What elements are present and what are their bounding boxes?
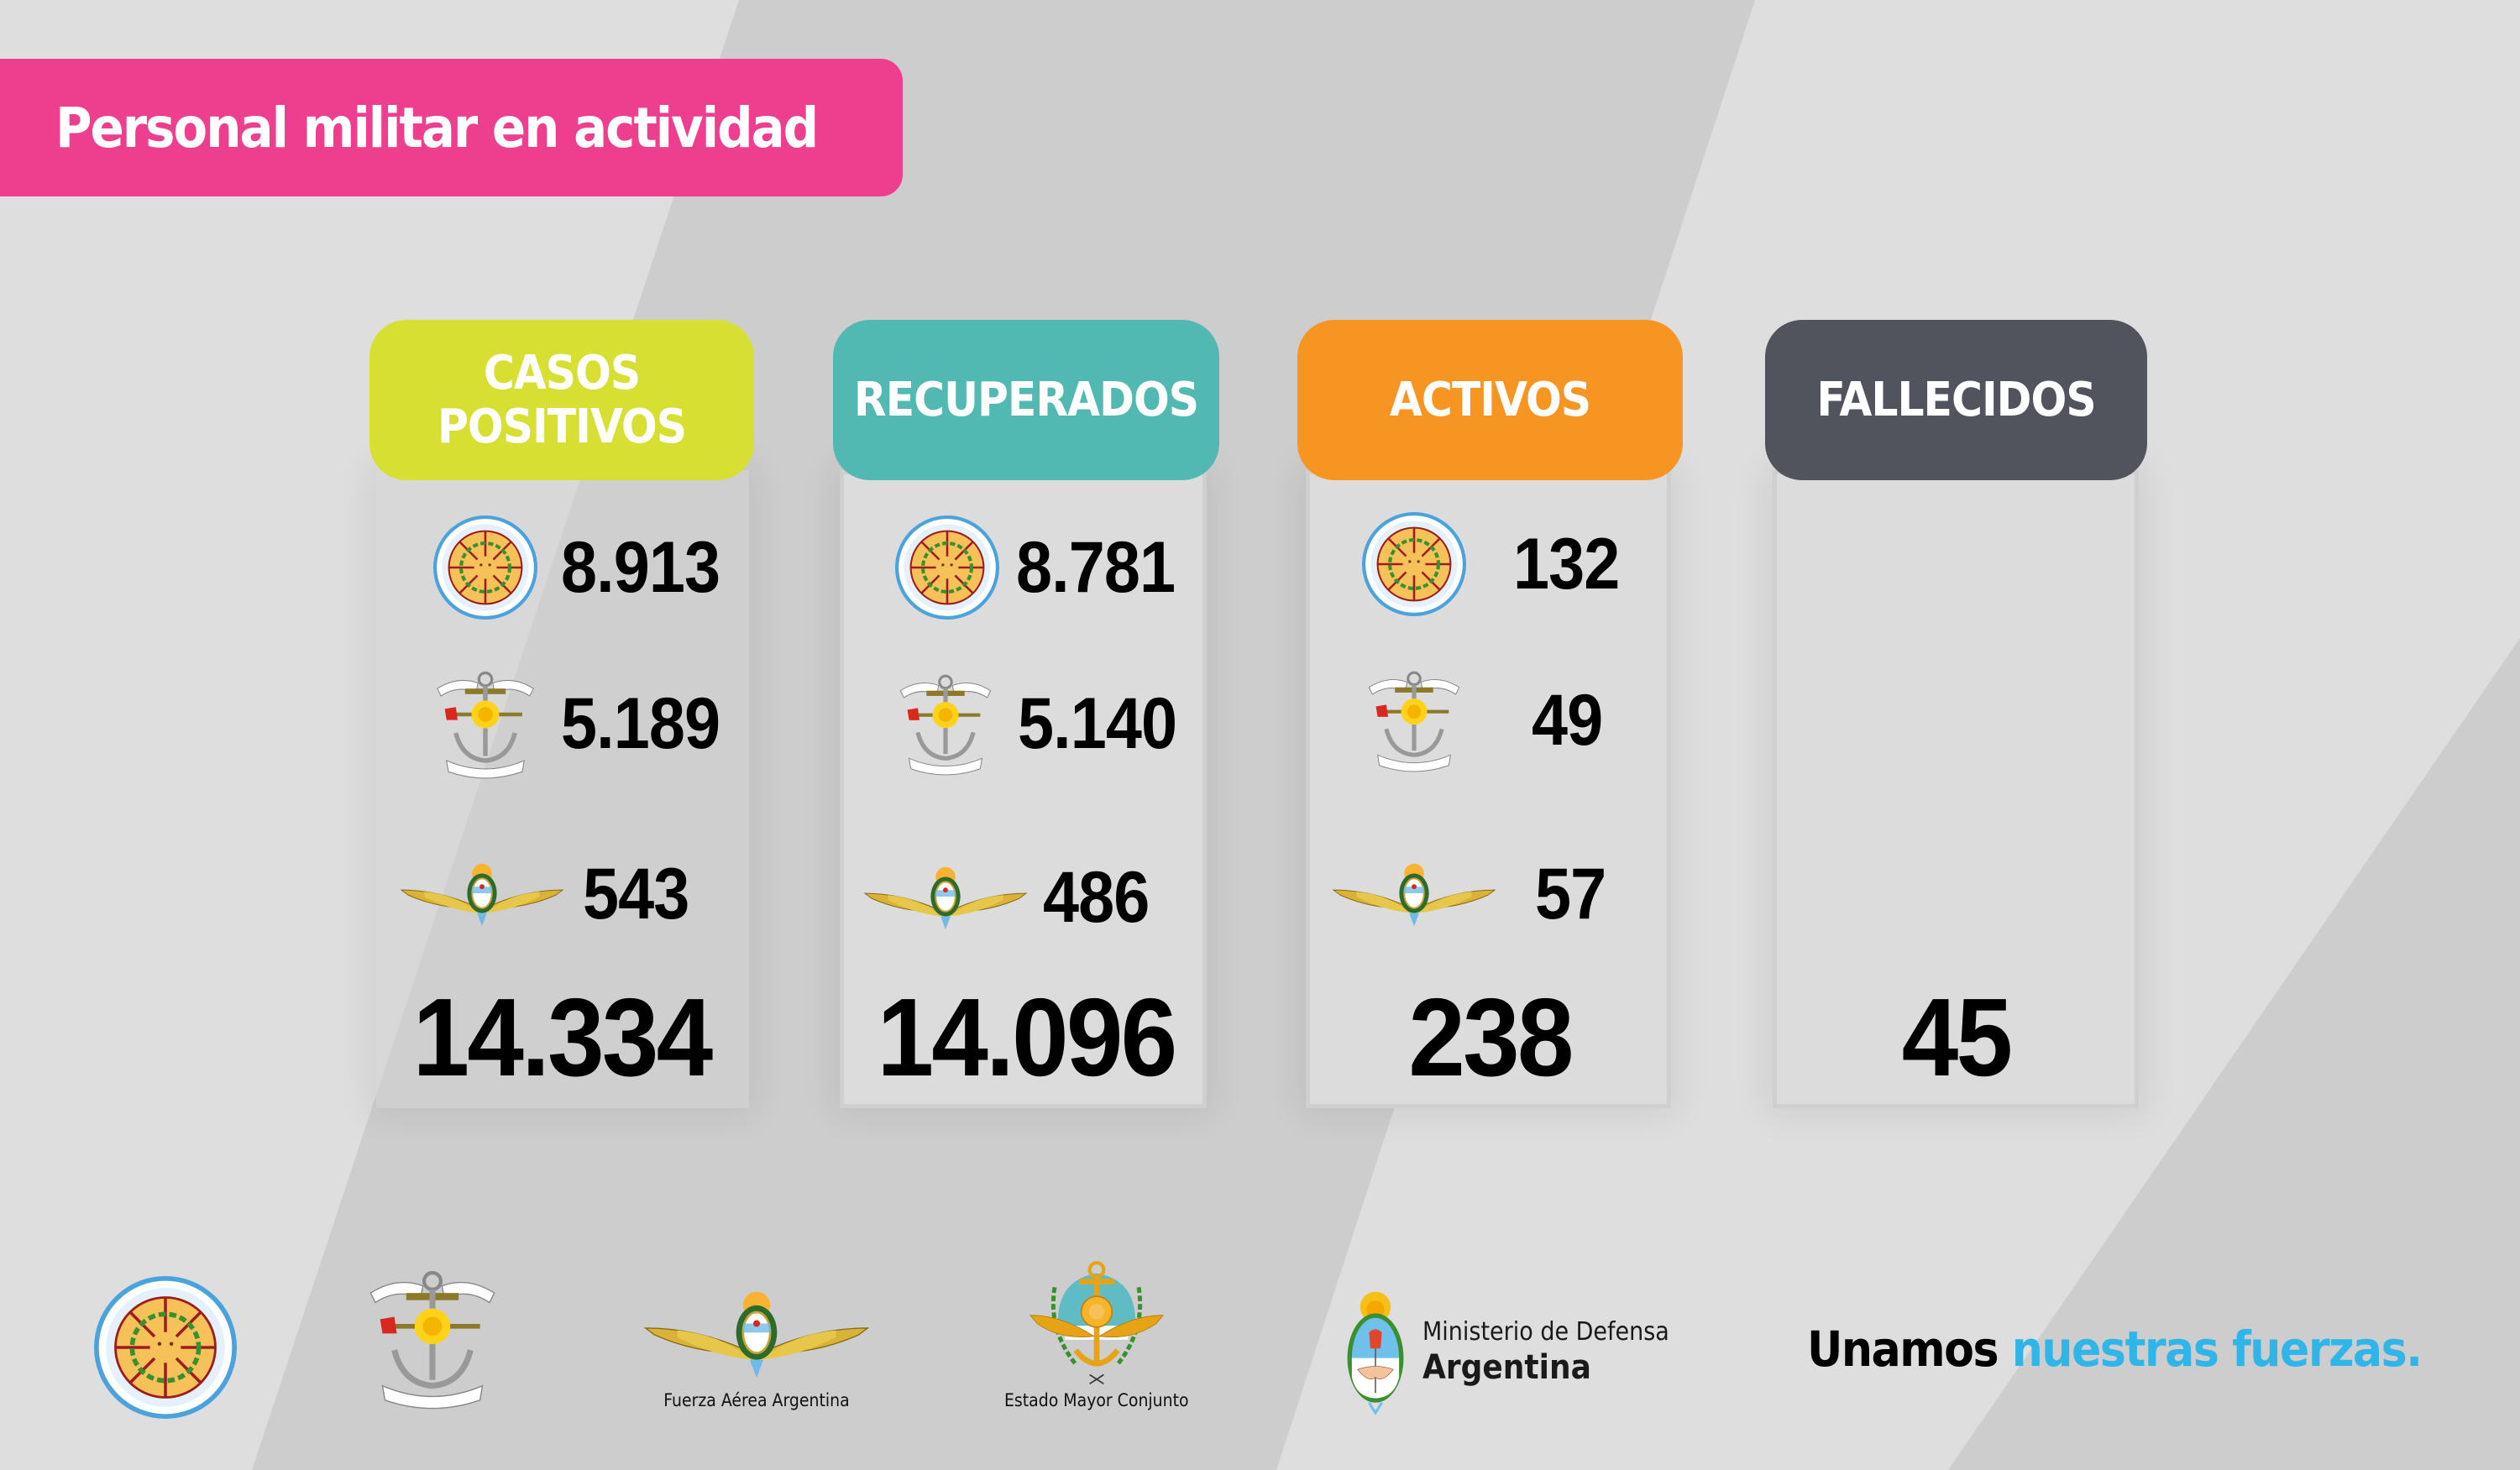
armada-emblem-icon [893,668,998,779]
recuperados-header: RECUPERADOS [833,320,1219,480]
ejercito-emblem-icon [94,1276,237,1419]
footer-armada-logo [361,1263,504,1413]
activos-fuerza-aerea-value: 57 [1535,854,1606,934]
ejercito-emblem-icon [1362,512,1466,616]
activos-header-label: ACTIVOS [1389,372,1591,427]
ejercito-emblem-icon [895,515,999,620]
activos-header: ACTIVOS [1297,320,1683,480]
slogan: Unamos nuestras fuerzas. [1807,1321,2423,1378]
casos-positivos-header: CASOS POSITIVOS [369,320,754,480]
fuerza-aerea-emblem-icon [1332,861,1496,929]
recuperados-fuerza-aerea-value: 486 [1043,857,1150,938]
fuerza-aerea-caption: Fuerza Aérea Argentina [663,1390,850,1410]
fallecidos-total-value: 45 [1901,976,2013,1099]
casos-row-ejercito: 8.913 [433,515,737,620]
armada-emblem-icon [430,668,541,779]
fuerza-aerea-emblem-icon [400,861,564,929]
casos-row-armada: 5.189 [430,668,737,779]
casos-ejercito-value: 8.913 [561,526,720,608]
casos-total-value: 14.334 [412,976,714,1099]
casos-armada-value: 5.189 [561,683,720,764]
footer-fuerza-aerea-logo: Fuerza Aérea Argentina [643,1284,870,1410]
fallecidos-card-body [1773,470,2139,1108]
footer-ejercito-logo [94,1276,237,1419]
casos-row-fuerza-aerea: 543 [400,853,701,936]
activos-total-value: 238 [1408,976,1574,1099]
casos-fuerza-aerea-value: 543 [583,854,689,934]
ejercito-emblem-icon [433,515,537,620]
recuperados-row-fuerza-aerea: 486 [863,856,1161,939]
recuperados-row-ejercito: 8.781 [895,515,1192,620]
armada-emblem-icon [361,1263,504,1413]
fallecidos-header-label: FALLECIDOS [1816,372,2096,427]
ministry-line1: Ministerio de Defensa [1422,1316,1669,1347]
estado-mayor-caption: Estado Mayor Conjunto [1004,1390,1189,1410]
footer-estado-mayor-logo: Estado Mayor Conjunto [1004,1259,1189,1410]
activos-armada-value: 49 [1532,679,1603,761]
activos-row-ejercito: 132 [1362,512,1632,616]
casos-header-line1: CASOS [483,345,641,400]
slogan-part2: nuestras fuerzas. [2011,1321,2423,1378]
slogan-part1: Unamos [1807,1321,2012,1378]
title-banner: Personal militar en actividad [0,59,903,196]
activos-ejercito-value: 132 [1513,523,1620,604]
activos-row-fuerza-aerea: 57 [1332,853,1614,936]
casos-header-line2: POSITIVOS [437,399,687,454]
escudo-nacional-icon [1344,1284,1407,1419]
fallecidos-header: FALLECIDOS [1765,320,2147,480]
recuperados-header-label: RECUPERADOS [853,372,1199,427]
recuperados-row-armada: 5.140 [893,668,1194,779]
ministry-line2: Argentina [1422,1347,1591,1387]
recuperados-armada-value: 5.140 [1018,683,1177,764]
activos-row-armada: 49 [1362,665,1611,776]
estado-mayor-conjunto-emblem-icon [1006,1259,1187,1385]
page-title: Personal militar en actividad [55,95,819,160]
recuperados-ejercito-value: 8.781 [1016,526,1176,608]
ministerio-defensa-logo: Ministerio de Defensa Argentina [1344,1284,1669,1419]
recuperados-total-value: 14.096 [877,976,1178,1099]
fuerza-aerea-emblem-icon [643,1284,870,1385]
armada-emblem-icon [1362,665,1466,776]
fuerza-aerea-emblem-icon [863,865,1028,932]
